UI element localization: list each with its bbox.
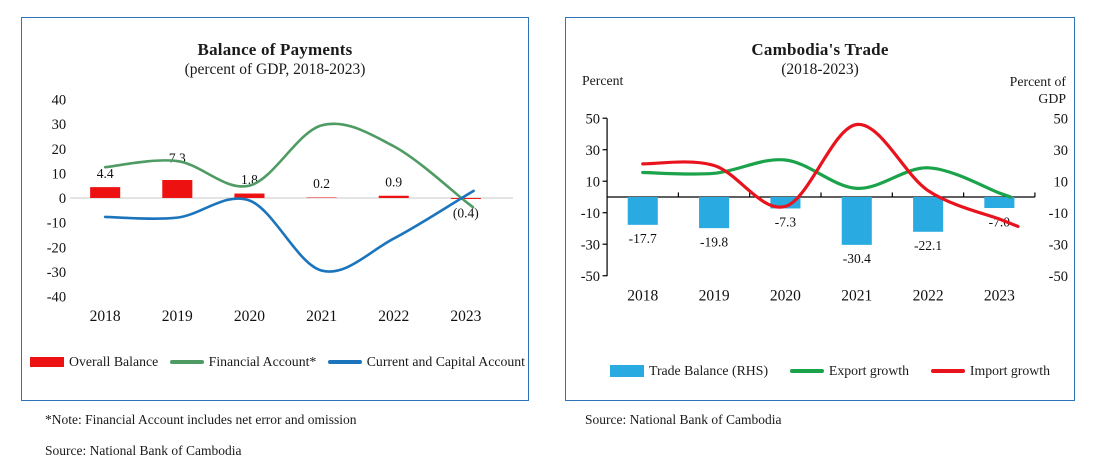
legend: Overall Balance Financial Account* Curre… xyxy=(30,354,525,370)
y-axis-tick-label: -20 xyxy=(47,240,66,256)
chart-title: Balance of Payments xyxy=(197,40,353,59)
left-axis-tick-label: 30 xyxy=(586,143,601,159)
bar-data-label: -19.8 xyxy=(700,234,728,249)
y-axis-tick-label: 40 xyxy=(52,93,67,109)
trade-balance-swatch-icon xyxy=(610,365,644,377)
bar-data-label: (0.4) xyxy=(453,206,479,222)
y-axis-tick-label: 20 xyxy=(52,142,67,158)
bar-2020 xyxy=(770,196,801,209)
y-axis-tick-label: 30 xyxy=(52,117,67,133)
bar-2019 xyxy=(162,180,193,198)
bar-data-label: -30.4 xyxy=(843,251,871,266)
bar-data-label: 0.9 xyxy=(385,174,402,189)
x-axis-year-label: 2020 xyxy=(770,288,801,305)
left-axis-tick-label: 50 xyxy=(586,111,601,127)
cambodia-trade-panel: 50 50 30 30 10 10 -10 -10 -30 -30 -50 -50 2018 2019 20… xyxy=(565,17,1075,401)
export-growth-line xyxy=(641,158,1013,199)
right-axis-tick-label: 50 xyxy=(1053,111,1068,127)
x-axis-year-label: 2021 xyxy=(306,308,337,325)
financial-account--line xyxy=(103,122,475,209)
footnote: *Note: Financial Account includes net er… xyxy=(45,412,357,427)
bar-2021 xyxy=(841,196,872,245)
bar-data-label: -17.7 xyxy=(629,231,657,246)
y-axis-tick-label: -10 xyxy=(47,216,66,232)
legend-item-financial-account: Financial Account* xyxy=(169,354,317,370)
right-axis-tick-label: -30 xyxy=(1049,237,1068,253)
chart-subtitle: (percent of GDP, 2018-2023) xyxy=(184,61,366,78)
chart-title: Cambodia's Trade xyxy=(751,40,889,59)
bar-data-label: 4.4 xyxy=(97,166,114,181)
left-axis-tick-label: 10 xyxy=(586,174,601,190)
source-note: Source: National Bank of Cambodia xyxy=(45,443,242,458)
bop-chart-canvas: 40 30 20 10 0 -10 -20 -30 -40 2018 2019 2020 2021 202… xyxy=(47,93,513,325)
bar-2022 xyxy=(378,195,409,198)
bar-2019 xyxy=(699,196,730,229)
right-axis-tick-label: -10 xyxy=(1049,206,1068,222)
x-axis-year-label: 2018 xyxy=(90,308,121,325)
x-axis-year-label: 2019 xyxy=(162,308,193,325)
legend-label: Overall Balance xyxy=(69,354,159,369)
legend-label: Export growth xyxy=(828,363,910,378)
left-axis-unit-label: Percent xyxy=(582,73,624,88)
x-axis-year-label: 2018 xyxy=(627,288,658,305)
right-axis-tick-label: 30 xyxy=(1053,143,1068,159)
x-axis-year-label: 2021 xyxy=(841,288,872,305)
source-note: Source: National Bank of Cambodia xyxy=(585,412,782,427)
current-capital-line-swatch-icon xyxy=(327,360,362,364)
left-axis-tick-label: -10 xyxy=(581,206,600,222)
trade-chart-canvas: 50 50 30 30 10 10 -10 -10 -30 -30 -50 -50 2018 2019 20… xyxy=(581,111,1068,305)
y-axis-tick-label: 10 xyxy=(52,166,67,182)
legend-label: Import growth xyxy=(969,363,1050,378)
right-axis-tick-label: -50 xyxy=(1049,269,1068,285)
legend: Trade Balance (RHS) Export growth Import… xyxy=(610,363,1050,379)
x-axis-year-label: 2022 xyxy=(378,308,409,325)
legend-label: Trade Balance (RHS) xyxy=(649,363,769,378)
bar-2018 xyxy=(90,187,121,198)
legend-label: Current and Capital Account xyxy=(366,354,525,369)
export-growth-line-swatch-icon xyxy=(789,369,824,373)
right-axis-tick-label: 10 xyxy=(1053,174,1068,190)
balance-of-payments-panel: 40 30 20 10 0 -10 -20 -30 -40 2018 2019 2020 2021 202… xyxy=(21,17,529,401)
x-axis-year-label: 2020 xyxy=(234,308,265,325)
legend-item-export-growth: Export growth xyxy=(789,363,910,379)
bar-data-label: -7.3 xyxy=(775,215,797,230)
chart-subtitle: (2018-2023) xyxy=(781,61,859,78)
x-axis-year-label: 2019 xyxy=(699,288,730,305)
overall-balance-swatch-icon xyxy=(30,357,64,367)
legend-item-current-capital-account: Current and Capital Account xyxy=(327,354,525,370)
legend-label: Financial Account* xyxy=(208,354,317,369)
left-axis-tick-label: -30 xyxy=(581,237,600,253)
current-and-capital-account-line xyxy=(103,189,475,273)
x-axis-year-label: 2023 xyxy=(450,308,481,325)
bar-2023 xyxy=(984,196,1015,208)
legend-item-trade-balance: Trade Balance (RHS) xyxy=(610,363,768,379)
right-axis-unit-label: Percent of GDP xyxy=(1009,74,1066,106)
import-growth-line-swatch-icon xyxy=(930,369,965,373)
bar-2020 xyxy=(234,193,265,198)
legend-item-import-growth: Import growth xyxy=(930,363,1050,379)
x-axis-year-label: 2022 xyxy=(913,288,944,305)
bar-2021 xyxy=(306,197,337,198)
bar-2023 xyxy=(450,197,481,199)
bar-data-label: 0.2 xyxy=(313,176,330,191)
left-axis-tick-label: -50 xyxy=(581,269,600,285)
bar-2018 xyxy=(627,196,658,225)
bar-data-label: -22.1 xyxy=(914,238,942,253)
x-axis-year-label: 2023 xyxy=(984,288,1015,305)
financial-account-line-swatch-icon xyxy=(169,360,204,364)
legend-item-overall-balance: Overall Balance xyxy=(30,354,158,370)
y-axis-tick-label: -30 xyxy=(47,265,66,281)
y-axis-tick-label: -40 xyxy=(47,290,66,306)
import-growth-line xyxy=(641,122,1020,229)
y-axis-tick-label: 0 xyxy=(59,191,66,207)
bar-2022 xyxy=(913,196,944,232)
